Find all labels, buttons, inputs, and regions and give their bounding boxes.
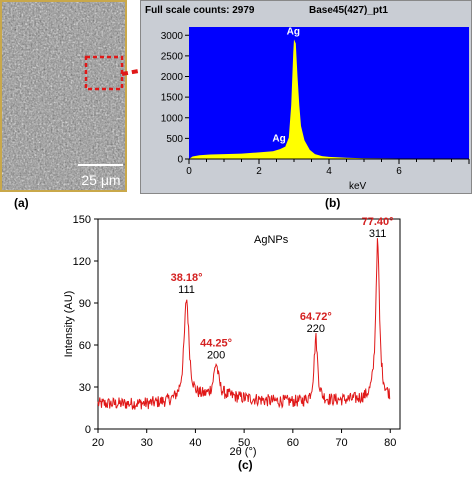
edx-chart: Full scale counts: 2979 Base45(427)_pt1 … bbox=[145, 5, 470, 192]
scale-bar-label: 25 μm bbox=[81, 172, 120, 188]
xrd-peak-angle: 77.40° bbox=[362, 216, 394, 228]
xrd-peak-labels: 38.18°111 44.25°200 64.72°220 77.40°311 bbox=[171, 216, 394, 362]
xrd-peak-angle: 64.72° bbox=[300, 311, 332, 323]
edx-y-tick-label: 2500 bbox=[161, 51, 184, 62]
edx-y-tick-label: 500 bbox=[166, 134, 183, 145]
edx-x-axis: 0 2 4 6 bbox=[186, 158, 470, 177]
edx-plot-area bbox=[189, 27, 469, 159]
panel-label-b: (b) bbox=[325, 196, 341, 210]
xrd-x-tick-label: 50 bbox=[238, 437, 250, 449]
edx-x-tick-label: 4 bbox=[326, 166, 332, 177]
spectrum-name: Base45(427)_pt1 bbox=[309, 5, 388, 16]
xrd-x-tick-label: 60 bbox=[287, 437, 299, 449]
panel-label-c: (c) bbox=[238, 458, 253, 472]
xrd-y-axis-label: Intensity (AU) bbox=[63, 291, 75, 358]
xrd-panel: 0 30 60 90 120 150 20 30 40 50 60 70 80 38.18° 111 44… bbox=[0, 208, 474, 474]
edx-y-tick-label: 1500 bbox=[161, 93, 184, 104]
edx-y-axis: 0 500 1000 1500 2000 2500 3000 bbox=[161, 31, 189, 166]
xrd-x-tick-label: 80 bbox=[384, 437, 396, 449]
edx-x-axis-label: keV bbox=[349, 181, 367, 192]
edx-x-tick-label: 2 bbox=[256, 166, 262, 177]
xrd-y-tick-label: 60 bbox=[79, 340, 91, 352]
edx-x-tick-label: 0 bbox=[186, 166, 192, 177]
xrd-y-axis: 0 30 60 90 120 150 bbox=[73, 214, 98, 436]
edx-y-tick-label: 0 bbox=[177, 155, 183, 166]
xrd-x-tick-label: 30 bbox=[141, 437, 153, 449]
xrd-peak-angle: 38.18° bbox=[171, 272, 203, 284]
edx-y-tick-label: 1000 bbox=[161, 113, 184, 124]
xrd-x-tick-label: 70 bbox=[335, 437, 347, 449]
edx-peak-labels: Ag Ag bbox=[272, 26, 300, 144]
edx-panel: Full scale counts: 2979 Base45(427)_pt1 … bbox=[140, 0, 472, 194]
xrd-x-tick-label: 20 bbox=[92, 437, 104, 449]
sem-micrograph: 25 μm bbox=[0, 0, 127, 192]
edx-y-tick-label: 2000 bbox=[161, 72, 184, 83]
xrd-peak-hkl: 311 bbox=[369, 228, 387, 240]
edx-peak-label: Ag bbox=[287, 26, 300, 37]
xrd-y-tick-label: 150 bbox=[73, 214, 91, 226]
xrd-y-tick-label: 120 bbox=[73, 256, 91, 268]
xrd-sample-label: AgNPs bbox=[254, 234, 289, 246]
xrd-peak-angle: 44.25° bbox=[200, 338, 232, 350]
edx-peak-label: Ag bbox=[272, 134, 285, 145]
edx-x-tick-label: 6 bbox=[396, 166, 402, 177]
xrd-peak-hkl: 111 bbox=[178, 284, 195, 296]
xrd-y-tick-label: 30 bbox=[79, 382, 91, 394]
full-scale-counts: Full scale counts: 2979 bbox=[145, 5, 255, 16]
edx-y-tick-label: 3000 bbox=[161, 31, 184, 42]
xrd-y-tick-label: 90 bbox=[79, 298, 91, 310]
xrd-peak-hkl: 220 bbox=[307, 323, 325, 335]
xrd-pattern-line bbox=[97, 238, 391, 410]
sem-texture: 25 μm bbox=[2, 2, 125, 190]
xrd-x-axis-label: 2θ (°) bbox=[229, 446, 256, 458]
xrd-peak-hkl: 200 bbox=[207, 350, 225, 362]
xrd-y-tick-label: 0 bbox=[85, 424, 91, 436]
xrd-x-tick-label: 40 bbox=[189, 437, 201, 449]
xrd-x-axis: 20 30 40 50 60 70 80 bbox=[92, 429, 396, 449]
xrd-chart: 0 30 60 90 120 150 20 30 40 50 60 70 80 38.18°111 44… bbox=[63, 214, 401, 458]
panel-label-a: (a) bbox=[14, 196, 29, 210]
